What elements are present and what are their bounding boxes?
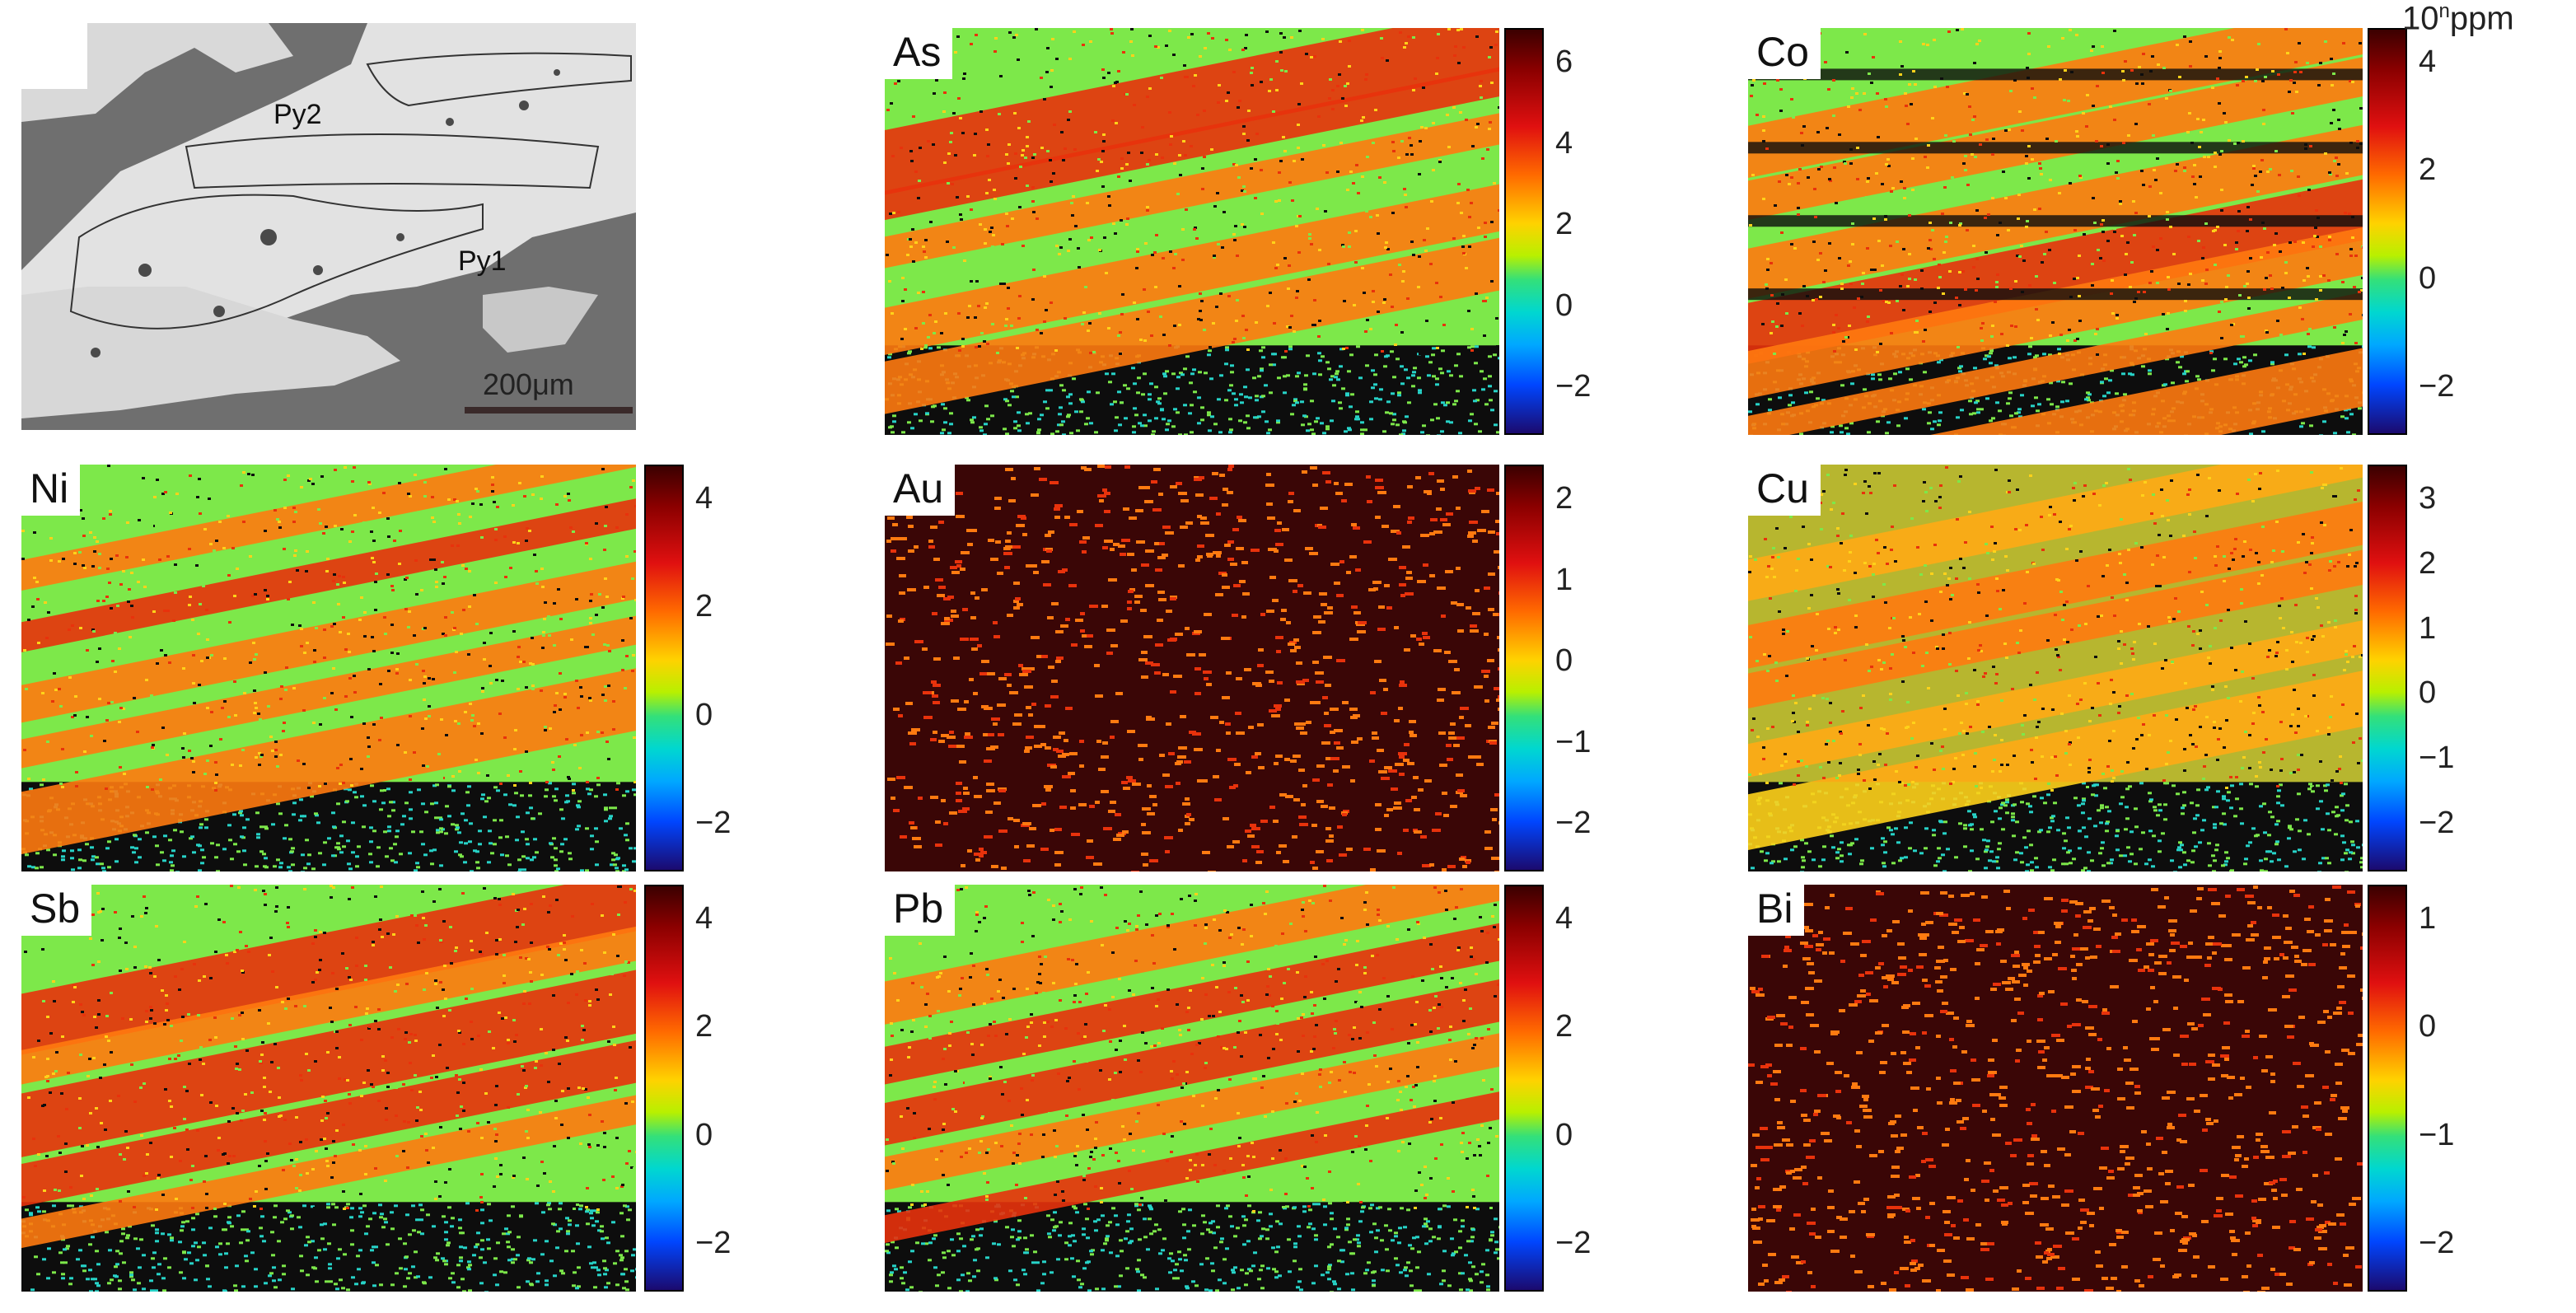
element-map-au: Au	[885, 465, 1499, 871]
colorbar-tick: 0	[2419, 675, 2437, 711]
colorbar-tick: 4	[1555, 125, 1573, 161]
colorbar-au	[1504, 465, 1544, 871]
colorbar-tick: 0	[1555, 1117, 1573, 1152]
element-map-pb: Pb	[885, 885, 1499, 1292]
element-map-bi: Bi	[1748, 885, 2363, 1292]
element-map-cu: Cu	[1748, 465, 2363, 871]
bse-image: Py2 Py1 200μm	[21, 23, 636, 430]
colorbar-tick: 0	[1555, 287, 1573, 323]
colorbar-tick: 0	[2419, 1009, 2437, 1044]
element-label: Sb	[21, 885, 92, 936]
element-label: Cu	[1748, 465, 1821, 516]
element-label: As	[885, 28, 953, 79]
colorbar-tick: −2	[1555, 369, 1592, 404]
colorbar-tick: 3	[2419, 481, 2437, 516]
colorbar-tick: 1	[2419, 610, 2437, 646]
colorbar-tick: −1	[2419, 1117, 2455, 1152]
colorbar-tick: 1	[1555, 562, 1573, 597]
element-label: Au	[885, 465, 956, 516]
colorbar-bi	[2368, 885, 2407, 1292]
colorbar-tick: 2	[2419, 152, 2437, 188]
colorbar-tick: −2	[1555, 806, 1592, 840]
colorbar-tick: 6	[1555, 44, 1573, 79]
colorbar-tick: −2	[2419, 806, 2455, 840]
colorbar-tick: 4	[2419, 44, 2437, 79]
colorbar-tick: −2	[695, 806, 732, 840]
element-label: Pb	[885, 885, 956, 936]
colorbar-tick: −1	[2419, 741, 2455, 776]
colorbar-tick: 4	[695, 481, 713, 516]
element-map-ni: Ni	[21, 465, 636, 871]
unit-label: 10nppm	[2402, 0, 2514, 37]
element-map-as: As	[885, 28, 1499, 435]
colorbar-tick: −2	[2419, 369, 2455, 404]
element-label: Bi	[1748, 885, 1805, 936]
scale-text: 200μm	[483, 367, 574, 401]
colorbar-tick: 0	[695, 1117, 713, 1152]
colorbar-tick: 2	[695, 1009, 713, 1044]
colorbar-tick: 4	[1555, 901, 1573, 936]
colorbar-tick: 2	[695, 589, 713, 624]
colorbar-ni	[644, 465, 684, 871]
scale-bar	[465, 407, 633, 414]
colorbar-tick: −2	[695, 1226, 732, 1260]
colorbar-pb	[1504, 885, 1544, 1292]
colorbar-tick: 0	[1555, 643, 1573, 678]
colorbar-tick: 4	[695, 901, 713, 936]
colorbar-tick: 0	[2419, 260, 2437, 296]
colorbar-tick: 0	[695, 697, 713, 732]
colorbar-tick: −1	[1555, 724, 1592, 759]
element-map-sb: Sb	[21, 885, 636, 1292]
element-label: Ni	[21, 465, 81, 516]
colorbar-tick: 1	[2419, 901, 2437, 936]
panel-corner-mask	[21, 23, 87, 89]
colorbar-as	[1504, 28, 1544, 435]
element-map-co: Co	[1748, 28, 2363, 435]
colorbar-tick: 2	[1555, 481, 1573, 516]
py1-label: Py1	[458, 245, 507, 277]
colorbar-sb	[644, 885, 684, 1292]
colorbar-tick: −2	[1555, 1226, 1592, 1260]
colorbar-tick: 2	[1555, 1009, 1573, 1044]
py2-label: Py2	[273, 99, 322, 130]
colorbar-tick: 2	[2419, 545, 2437, 581]
colorbar-tick: −2	[2419, 1226, 2455, 1260]
colorbar-cu	[2368, 465, 2407, 871]
colorbar-tick: 2	[1555, 207, 1573, 241]
element-label: Co	[1748, 28, 1821, 79]
colorbar-co	[2368, 28, 2407, 435]
